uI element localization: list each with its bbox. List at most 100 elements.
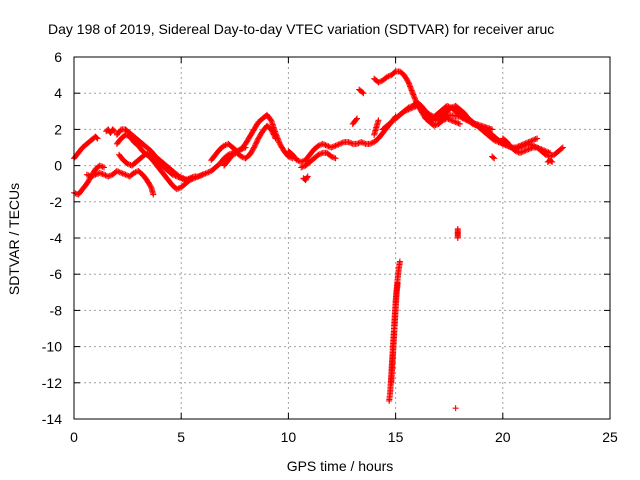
data-point — [203, 169, 210, 176]
data-point — [385, 73, 392, 80]
data-point — [440, 114, 447, 121]
data-point — [525, 140, 532, 147]
data-point — [354, 115, 361, 122]
y-tick-label: -8 — [50, 302, 63, 318]
series-track-22 — [300, 173, 311, 184]
data-point — [495, 139, 502, 146]
series-track-3 — [83, 168, 157, 198]
data-point — [328, 153, 335, 160]
data-point — [359, 139, 366, 146]
data-point — [316, 151, 323, 158]
data-point — [454, 235, 461, 241]
data-point — [454, 119, 461, 126]
data-point — [141, 151, 148, 158]
series-track-9 — [221, 122, 279, 169]
data-point — [178, 174, 185, 181]
data-point — [452, 119, 459, 126]
data-point — [115, 168, 122, 175]
data-point — [544, 152, 551, 159]
data-point — [456, 113, 463, 120]
data-point — [448, 104, 455, 111]
y-tick-label: -2 — [50, 194, 63, 210]
data-point — [323, 142, 330, 149]
data-point — [332, 142, 339, 149]
data-point — [251, 144, 258, 151]
y-tick-label: -4 — [50, 230, 63, 246]
data-point — [147, 183, 154, 190]
y-axis-label: SDTVAR / TECUs — [6, 183, 22, 295]
data-point — [321, 141, 328, 148]
y-tick-label: 6 — [54, 49, 62, 65]
data-point — [394, 280, 401, 287]
data-point — [496, 139, 503, 146]
data-point — [131, 169, 138, 176]
data-point — [431, 122, 438, 129]
data-point — [271, 132, 278, 139]
data-point — [88, 173, 95, 180]
data-point — [238, 153, 245, 160]
plot-area — [71, 68, 566, 412]
data-point — [331, 154, 338, 161]
data-point — [548, 158, 555, 165]
data-point — [83, 171, 90, 178]
data-point — [452, 405, 459, 412]
data-point — [315, 142, 322, 149]
data-point — [355, 140, 362, 147]
series-track-8 — [208, 111, 296, 164]
data-point — [339, 139, 346, 146]
y-tick-label: -6 — [50, 266, 63, 282]
data-point — [91, 172, 98, 179]
series-track-12 — [349, 115, 361, 127]
data-point — [328, 144, 335, 151]
data-point — [459, 115, 466, 122]
data-point — [285, 153, 292, 160]
data-point — [490, 154, 497, 161]
data-point — [542, 151, 549, 158]
data-point — [199, 171, 206, 178]
data-point — [85, 172, 92, 179]
series-track-1 — [71, 133, 101, 162]
data-point — [528, 142, 535, 149]
data-point — [432, 122, 439, 129]
data-point — [435, 117, 442, 124]
data-point — [336, 140, 343, 147]
series-track-15 — [371, 68, 463, 129]
data-point — [534, 135, 541, 142]
data-point — [184, 177, 191, 184]
y-tick-label: -14 — [42, 411, 62, 427]
data-point — [531, 136, 538, 143]
series-track-25 — [454, 225, 461, 241]
data-point — [335, 141, 342, 148]
data-point — [205, 169, 212, 176]
data-point — [89, 172, 96, 179]
x-tick-label: 10 — [281, 429, 297, 445]
data-point — [499, 140, 506, 147]
data-point — [221, 142, 228, 149]
data-point — [299, 163, 306, 170]
data-point — [458, 114, 465, 121]
data-point — [329, 143, 336, 150]
data-point — [254, 138, 261, 145]
data-point — [122, 131, 129, 138]
y-tick-label: -10 — [42, 339, 62, 355]
series-track-21 — [544, 157, 556, 165]
axes: 0 5 10 15 20 25 -14 -12 -10 -8 -6 -4 -2 0 2 4 6 — [42, 49, 618, 445]
series-track-10 — [285, 113, 399, 165]
data-point — [338, 140, 345, 147]
data-point — [106, 172, 113, 179]
data-point — [439, 115, 446, 122]
data-point — [101, 171, 108, 178]
data-point — [462, 116, 469, 123]
data-point — [295, 157, 302, 164]
data-point — [173, 186, 180, 193]
data-point — [121, 171, 128, 178]
data-point — [124, 160, 131, 167]
data-point — [318, 150, 325, 157]
data-point — [110, 127, 117, 134]
data-point — [303, 174, 310, 181]
data-point — [193, 174, 200, 181]
data-point — [315, 151, 322, 158]
data-point — [116, 169, 123, 176]
